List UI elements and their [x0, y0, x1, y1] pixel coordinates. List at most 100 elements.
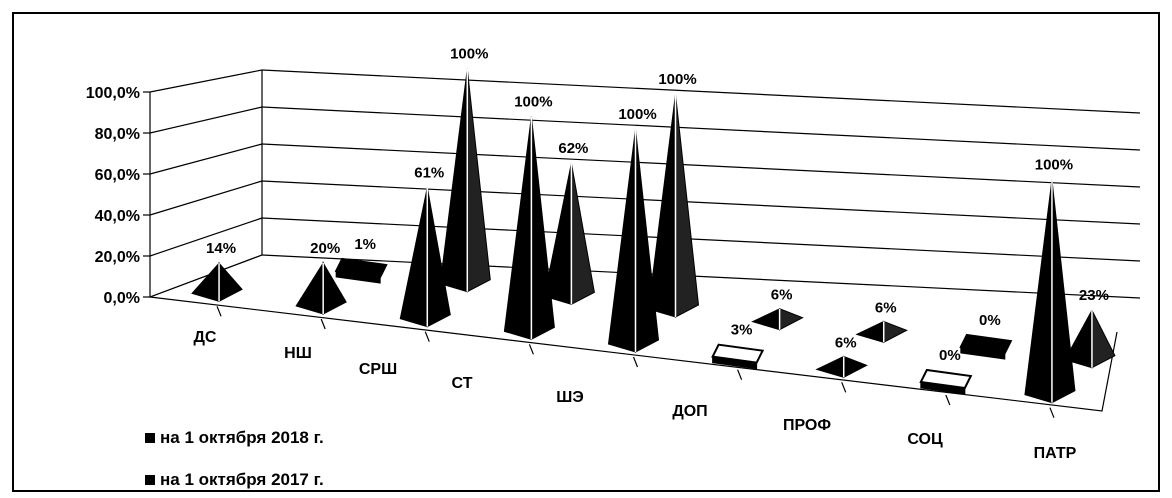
bar-2017-6-right-face — [883, 320, 908, 344]
x-tick-label: ДОП — [672, 403, 707, 420]
data-label: 100% — [450, 46, 488, 63]
x-tick-mark — [1049, 407, 1055, 418]
gridlines — [149, 69, 1141, 299]
bar-2017-5-left-face — [751, 307, 781, 331]
gridline — [261, 254, 1141, 299]
data-label: 6% — [771, 287, 793, 304]
gridline — [261, 217, 1141, 262]
bar-2018-3-right-face — [530, 116, 555, 341]
y-tick-label: 60,0% — [95, 167, 140, 184]
bar-2018-5 — [711, 343, 765, 370]
x-tick-label: ПРОФ — [783, 417, 831, 434]
bar-2017-1 — [334, 257, 388, 284]
data-label: 3% — [731, 322, 753, 339]
bar-2018-6-right-face — [843, 355, 868, 379]
data-label: 6% — [875, 299, 897, 316]
bar-2017-5-right-face — [779, 308, 804, 331]
x-tick-mark — [632, 356, 639, 368]
x-tick-label: ДС — [194, 329, 217, 346]
bar-2018-6-left-face — [815, 355, 845, 379]
data-label: 100% — [618, 106, 656, 123]
bar-2018-1 — [295, 261, 347, 315]
floor-edge — [149, 296, 1118, 412]
data-label: 6% — [835, 334, 857, 351]
bar-2018-1-left-face — [295, 261, 324, 315]
y-tick-label: 100,0% — [86, 85, 140, 102]
gridline — [261, 69, 1141, 114]
legend-swatch-2017 — [145, 475, 155, 485]
gridline — [261, 180, 1141, 225]
floor-side-edge — [149, 254, 263, 298]
x-tick-label: СРШ — [359, 361, 397, 378]
data-label: 100% — [1035, 157, 1073, 174]
gridline — [261, 143, 1141, 188]
x-tick-mark — [528, 344, 534, 355]
x-tick-label: ПАТР — [1034, 445, 1077, 462]
bars — [191, 68, 1116, 404]
bar-2018-4-left-face — [607, 128, 636, 353]
x-tick-label: НШ — [284, 345, 312, 362]
bar-2017-3-left-face — [543, 162, 572, 306]
data-label: 1% — [354, 236, 376, 253]
bar-2017-5 — [751, 307, 804, 331]
bar-2018-0-left-face — [191, 261, 220, 303]
bar-2017-8 — [1064, 309, 1116, 369]
bar-2018-0-right-face — [218, 261, 243, 303]
x-tick-label: СТ — [452, 375, 473, 392]
bar-2018-6 — [815, 355, 868, 379]
x-tick-mark — [841, 382, 847, 393]
x-tick-mark — [737, 369, 743, 380]
bar-2018-2-left-face — [399, 187, 428, 328]
bar-2017-7 — [959, 333, 1013, 360]
x-tick-label: СОЦ — [907, 431, 943, 448]
gridline — [261, 106, 1141, 151]
bar-2018-3 — [503, 116, 555, 341]
bar-2018-5-side — [712, 356, 758, 370]
bar-2017-1-side — [335, 270, 381, 284]
y-tick-label: 80,0% — [95, 126, 140, 143]
x-tick-mark — [216, 306, 222, 317]
bar-2018-8-right-face — [1051, 179, 1076, 404]
y-tick-label: 40,0% — [95, 208, 140, 225]
axes: 100,0% 80,0% 60,0% 40,0% 20,0% 0,0% ДС НШ СРШ СТ Ш… — [86, 70, 1118, 462]
bar-2017-6 — [855, 320, 908, 344]
gridline-side — [149, 69, 263, 93]
bar-2017-4 — [647, 93, 700, 318]
bar-2018-8-left-face — [1024, 179, 1053, 404]
data-label: 20% — [310, 240, 340, 257]
bar-2018-3-left-face — [503, 116, 532, 341]
bar-2017-3 — [543, 162, 595, 306]
gridline-side — [149, 106, 263, 134]
x-tick-mark — [320, 318, 326, 330]
bar-2017-6-left-face — [855, 320, 885, 344]
legend-swatch-2018 — [145, 433, 155, 443]
bar-2018-7 — [919, 368, 973, 395]
bar-2018-2 — [399, 187, 451, 328]
bar-2018-4 — [607, 128, 660, 353]
data-label: 100% — [658, 71, 696, 88]
legend-item-2018: на 1 октября 2018 г. — [145, 428, 324, 448]
bar-2017-2 — [439, 68, 491, 293]
y-tick-label: 0,0% — [104, 290, 140, 307]
bar-2017-2-left-face — [439, 68, 468, 293]
data-label: 61% — [414, 165, 444, 182]
x-tick-label: ШЭ — [556, 389, 583, 406]
data-label: 14% — [206, 240, 236, 257]
data-label: 23% — [1079, 287, 1109, 304]
data-labels: 14% 20% 61% 100% 100% 3% 6% 0% 100% 1% 100% 62% 100%… — [206, 46, 1109, 364]
x-tick-mark — [945, 394, 951, 406]
bar-2018-7-side — [920, 381, 966, 395]
data-label: 62% — [558, 140, 588, 157]
gridline-side — [149, 180, 263, 216]
legend-label-2018: на 1 октября 2018 г. — [160, 428, 324, 447]
x-tick-mark — [424, 331, 430, 342]
bar-2017-2-right-face — [466, 68, 491, 293]
y-tick-label: 20,0% — [95, 249, 140, 266]
bar-2017-7-side — [960, 346, 1006, 360]
bar-2018-0 — [191, 261, 243, 303]
data-label: 100% — [514, 93, 552, 110]
legend-label-2017: на 1 октября 2017 г. — [160, 470, 324, 489]
legend-item-2017: на 1 октября 2017 г. — [145, 470, 324, 490]
data-label: 0% — [979, 312, 1001, 329]
